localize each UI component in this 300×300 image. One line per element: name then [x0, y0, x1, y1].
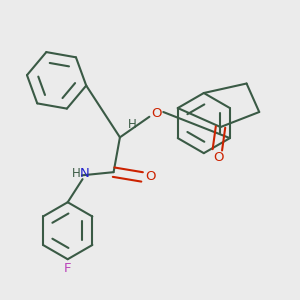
Text: H: H [72, 167, 81, 180]
Text: O: O [214, 151, 224, 164]
Text: N: N [80, 167, 89, 180]
Text: O: O [151, 107, 162, 120]
Text: H: H [128, 118, 137, 131]
Text: F: F [64, 262, 71, 275]
Text: O: O [145, 170, 155, 183]
